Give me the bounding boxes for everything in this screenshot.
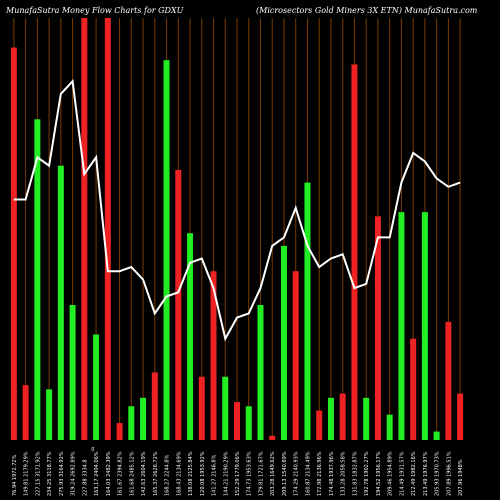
x-tick-label: 141.27 2146.8%	[212, 454, 218, 496]
x-tick-label: 174.48 1937.96%	[329, 451, 335, 496]
chart-title: MunafaSutra Money Flow Charts for GDXU	[6, 6, 184, 15]
money-flow-bar	[327, 397, 334, 440]
x-tick-label: 160.87 2134.49%	[305, 451, 311, 496]
money-flow-bar	[140, 397, 147, 440]
axis-zero-label: 0	[91, 447, 94, 453]
money-flow-bar	[457, 393, 464, 440]
money-flow-bar	[151, 372, 158, 440]
money-flow-bar	[280, 245, 287, 440]
money-flow-bar	[339, 393, 346, 440]
money-flow-bar	[386, 414, 393, 440]
money-flow-bar	[34, 119, 41, 440]
x-tick-label: 142.63 2604.19%	[141, 451, 147, 496]
money-flow-bar	[410, 338, 417, 440]
money-flow-bar	[433, 431, 440, 440]
x-tick-label: 161.68 2485.12%	[129, 451, 135, 496]
x-tick-label: 319.24 2692.89%	[71, 451, 77, 496]
money-flow-bar	[22, 385, 29, 440]
x-tick-label: 149.81 2179.29%	[24, 451, 30, 496]
x-tick-label: 120.08 1953.92%	[200, 451, 206, 496]
x-tick-label: 164.03 2482.39%	[106, 451, 112, 496]
x-tick-label: 203.28 1649.62%	[270, 451, 276, 496]
x-tick-label: 213.49 1976.97%	[423, 451, 429, 496]
x-tick-label: 174.73 1953.63%	[247, 451, 253, 496]
money-flow-bar	[257, 304, 264, 440]
x-tick-label: 174.29 2140.93%	[294, 451, 300, 496]
money-flow-bar	[316, 410, 323, 440]
money-flow-bar	[198, 376, 205, 440]
x-tick-label: 152.29 1779.06%	[235, 451, 241, 496]
x-tick-label: 227.15 3171.92%	[35, 451, 41, 496]
x-tick-label: 168.43 2134.69%	[176, 451, 182, 496]
x-tick-label: 212.49 1982.16%	[411, 451, 417, 496]
x-tick-label: 227.88 3334.8	[82, 459, 88, 496]
money-flow-bar	[128, 406, 135, 440]
x-tick-label: 275.93 3164.92%	[59, 451, 65, 496]
x-tick-label: 172.98 2136.96%	[317, 451, 323, 496]
x-tick-label: 192.78 1902.27%	[364, 451, 370, 496]
x-tick-label: 163.17 2404.06%	[94, 451, 100, 496]
money-flow-bar	[269, 435, 276, 440]
x-tick-label: 144.21 2190.29%	[223, 451, 229, 496]
money-flow-bar	[116, 423, 123, 440]
money-flow-bar	[210, 271, 217, 440]
x-tick-label: 168.27 2244.8%	[165, 454, 171, 496]
money-flow-bar	[69, 304, 76, 440]
money-flow-bar	[374, 216, 381, 440]
x-tick-label: 209.46 1954.89%	[388, 451, 394, 496]
x-tick-label: 207.96 1948%	[458, 459, 464, 496]
money-flow-bar	[57, 165, 64, 440]
x-tick-label: 131.83 1832.87%	[352, 451, 358, 496]
x-tick-label: 234.25 3118.77%	[47, 451, 53, 496]
money-flow-bar	[222, 376, 229, 440]
money-flow-bar	[445, 321, 452, 440]
money-flow-bar	[363, 397, 370, 440]
money-flow-bar	[104, 18, 111, 440]
x-tick-label: 179.81 1721.67%	[258, 451, 264, 496]
money-flow-bar	[10, 47, 17, 440]
money-flow-bar	[304, 182, 311, 440]
x-tick-label: 165.37 2626.72%	[153, 451, 159, 496]
price-line	[13, 79, 461, 342]
money-flow-bar	[187, 233, 194, 440]
x-tick-label: 214.49 1931.57%	[399, 451, 405, 496]
money-flow-bar	[46, 389, 53, 440]
money-flow-bar	[234, 402, 240, 440]
x-tick-label: 138.08 2125.84%	[188, 451, 194, 496]
x-tick-label: 207.89 1996.51%	[446, 451, 452, 496]
x-tick-label: 209.13 1540.89%	[282, 451, 288, 496]
money-flow-bar	[292, 271, 299, 440]
x-tick-label: 76.94 1972.72%	[12, 454, 18, 496]
money-flow-bar	[81, 18, 88, 440]
money-flow-bar	[398, 212, 405, 440]
x-tick-label: 205.93 1970.73%	[435, 451, 441, 496]
x-tick-label: 194.52 1956.17%	[376, 451, 382, 496]
money-flow-bar	[163, 60, 170, 440]
money-flow-bar	[421, 212, 428, 440]
chart-subtitle: (Microsectors Gold Miners 3X ETN) Munafa…	[256, 6, 478, 15]
money-flow-bar	[351, 64, 358, 441]
x-tick-label: 133.28 2058.58%	[341, 451, 347, 496]
money-flow-bar	[175, 169, 182, 441]
x-tick-label: 161.67 2394.82%	[118, 451, 124, 496]
money-flow-bar	[93, 334, 100, 440]
money-flow-bar	[245, 406, 252, 440]
